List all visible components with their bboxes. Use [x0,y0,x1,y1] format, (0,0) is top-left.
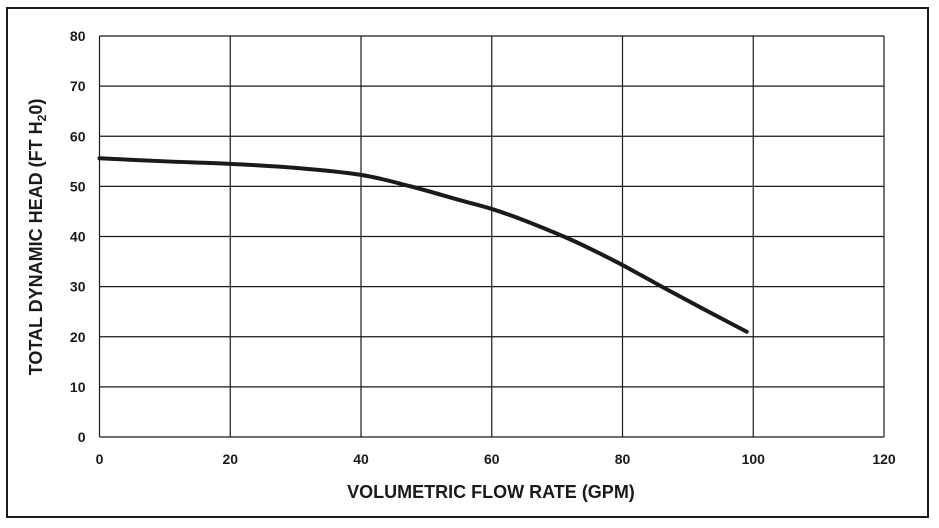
x-tick-label: 40 [353,451,369,467]
x-tick-label: 0 [96,451,104,467]
x-tick-label: 120 [872,451,896,467]
y-tick-label: 10 [70,379,86,395]
y-tick-label: 0 [78,429,86,445]
y-tick-label: 20 [70,329,86,345]
x-tick-label: 100 [742,451,766,467]
chart-frame [6,7,929,518]
y-tick-label: 40 [70,229,86,245]
series-line [97,156,749,334]
y-tick-label: 60 [70,128,86,144]
x-tick-label: 60 [484,451,500,467]
x-tick-label: 20 [222,451,238,467]
grid [98,35,885,438]
y-tick-label: 30 [70,279,86,295]
tick-labels: 0 20 40 60 80 100 120 0 10 20 30 40 50 60 70 80 [70,28,896,467]
y-axis-label: TOTAL DYNAMIC HEAD (FT H20) [26,99,49,376]
x-axis-label: VOLUMETRIC FLOW RATE (GPM) [347,482,635,502]
y-tick-label: 70 [70,78,86,94]
y-tick-label: 50 [70,178,86,194]
y-tick-label: 80 [70,28,86,44]
x-tick-label: 80 [615,451,631,467]
